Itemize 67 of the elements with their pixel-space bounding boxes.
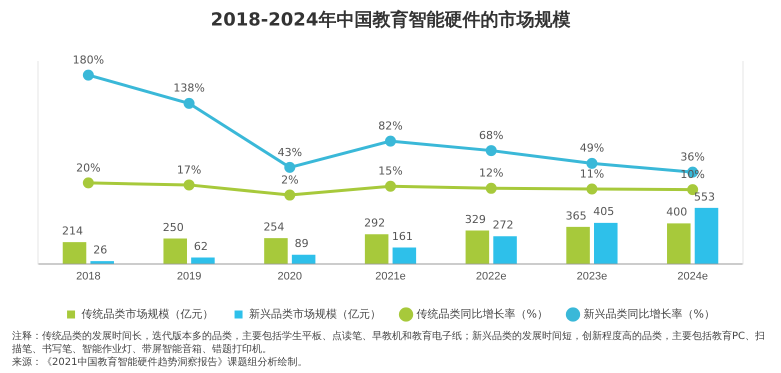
text: 注释：传统品类的发展时间长，迭代版本多的品类，主要包括学生平板、点读笔、早教机和教育电子纸；新兴品类的发展时间短，创新程度高的品类，主要包括教育PC、扫描笔、书写笔、智能作业灯、带屏智能音箱、错题打印机。	[12, 330, 766, 356]
x-tick-label: 2018	[76, 270, 101, 282]
point	[586, 183, 598, 194]
bar	[466, 230, 490, 264]
data-label: 161	[392, 230, 413, 243]
data-label: 26	[93, 244, 108, 257]
bar	[163, 238, 187, 264]
data-label: 365	[566, 209, 587, 222]
data-label: 89	[294, 237, 309, 250]
point	[284, 162, 296, 173]
bar	[264, 238, 288, 264]
bar	[694, 208, 718, 264]
chart-title: 2018-2024年中国教育智能硬件的市场规模	[210, 8, 570, 30]
source-note: 来源：《2021中国教育智能硬件趋势洞察报告》课题组分析绘制。	[12, 356, 308, 369]
data-label: 62	[194, 240, 208, 253]
bar	[566, 226, 590, 264]
data-label: 138%	[173, 82, 205, 95]
point	[385, 180, 396, 192]
data-label: 272	[492, 218, 514, 232]
legend-label: 传统品类市场规模（亿元）	[82, 307, 214, 320]
bar	[594, 222, 618, 264]
bar	[191, 258, 215, 264]
point	[82, 177, 94, 188]
data-label: 17%	[176, 163, 202, 176]
point	[486, 145, 497, 156]
data-label: 82%	[378, 119, 403, 132]
bar	[493, 236, 517, 264]
bar	[364, 234, 388, 264]
point	[184, 179, 195, 190]
point	[184, 98, 195, 109]
data-label: 15%	[378, 164, 403, 178]
point	[385, 136, 396, 147]
data-label: 2%	[281, 173, 299, 186]
data-label: 329	[464, 212, 486, 226]
data-label: 12%	[478, 166, 504, 180]
x-tick-label: 2024e	[677, 270, 708, 282]
x-tick-label: 2020	[278, 270, 302, 282]
bar	[90, 261, 114, 264]
data-label: 250	[162, 220, 184, 234]
legend-label: 新兴品类同比增长率（%）	[584, 307, 715, 320]
data-label: 214	[62, 224, 84, 238]
data-label: 36%	[680, 150, 705, 164]
data-label: 20%	[76, 161, 101, 174]
data-label: 254	[263, 220, 284, 234]
x-tick-label: 2019	[176, 270, 202, 282]
point	[284, 190, 296, 201]
bar	[392, 248, 416, 264]
data-label: 180%	[72, 53, 104, 66]
bar	[62, 242, 86, 264]
point	[82, 70, 94, 81]
data-label: 49%	[580, 142, 604, 155]
data-label: 68%	[478, 128, 504, 142]
data-label: 11%	[580, 167, 604, 180]
legend-label: 新兴品类市场规模（亿元）	[249, 307, 382, 320]
point	[486, 182, 497, 194]
x-tick-label: 2021e	[375, 270, 406, 282]
x-tick-label: 2023e	[576, 270, 608, 282]
data-label: 400	[666, 206, 688, 219]
legend-label: 传统品类同比增长率（%）	[416, 307, 548, 320]
data-label: 405	[593, 205, 614, 218]
data-label: 43%	[278, 146, 302, 159]
data-label: 292	[364, 216, 386, 230]
x-tick-label: 2022e	[476, 270, 507, 282]
bar	[292, 254, 316, 264]
point	[586, 158, 598, 169]
bar	[667, 223, 691, 264]
data-label: 553	[694, 190, 715, 204]
